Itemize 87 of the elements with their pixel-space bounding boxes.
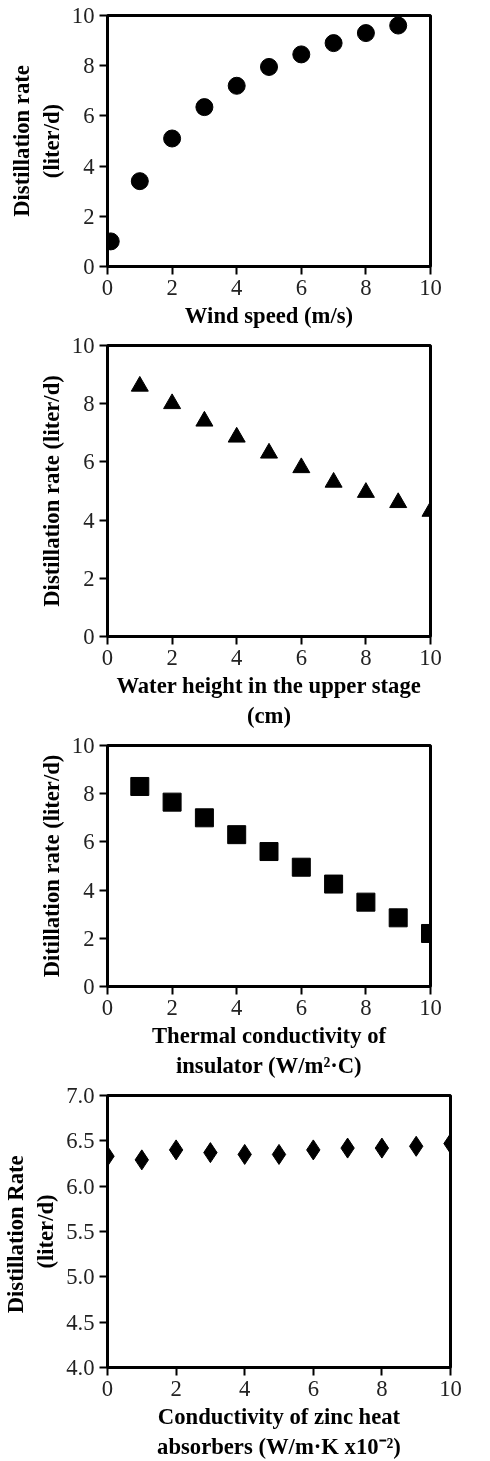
point bbox=[260, 57, 278, 76]
y-tick-label: 4 bbox=[83, 507, 95, 533]
point bbox=[130, 172, 149, 191]
point bbox=[324, 471, 343, 488]
point bbox=[324, 34, 343, 53]
point bbox=[227, 426, 246, 443]
y-tick-label: 0 bbox=[83, 624, 95, 649]
y-tick-label: 6.5 bbox=[66, 1128, 95, 1154]
x-tick-label: 2 bbox=[166, 274, 178, 300]
y-axis-title: Distillation rate (liter/d) bbox=[8, 65, 64, 217]
x-tick-label: 8 bbox=[360, 994, 372, 1020]
y-tick-label: 4.0 bbox=[66, 1355, 95, 1380]
y-tick-label: 10 bbox=[71, 3, 95, 28]
x-tick-label: 8 bbox=[360, 644, 372, 670]
point bbox=[195, 410, 214, 427]
point bbox=[163, 129, 182, 148]
point bbox=[356, 482, 375, 498]
y-tick-label: 6 bbox=[83, 449, 95, 475]
x-tick-label: 6 bbox=[295, 274, 307, 300]
y-tick-label: 6 bbox=[83, 103, 95, 129]
x-tick-label: 10 bbox=[439, 1375, 462, 1401]
y-tick-label: 4 bbox=[83, 153, 95, 179]
point bbox=[292, 45, 311, 64]
y-axis-title: Ditillation rate (liter/d) bbox=[38, 754, 64, 978]
x-tick-label: 4 bbox=[239, 1375, 251, 1401]
y-tick-label: 10 bbox=[71, 333, 95, 358]
x-tick-label: 6 bbox=[307, 1375, 319, 1401]
y-tick-label: 6 bbox=[83, 829, 95, 855]
y-tick-label: 8 bbox=[83, 391, 95, 417]
y-tick-label: 4.5 bbox=[66, 1309, 95, 1335]
point bbox=[291, 857, 311, 877]
point bbox=[130, 375, 149, 392]
x-tick-label: 6 bbox=[295, 644, 307, 670]
point bbox=[162, 792, 182, 812]
y-tick-label: 6.0 bbox=[66, 1173, 95, 1199]
y-tick-label: 4 bbox=[83, 877, 95, 903]
x-tick-label: 2 bbox=[170, 1375, 182, 1401]
point bbox=[356, 892, 376, 912]
x-axis-title: Thermal conductivity of insulator (W/m²·C) bbox=[151, 1022, 387, 1078]
x-tick-label: 4 bbox=[231, 274, 243, 300]
y-axis-title: Distillation Rate (liter/d) bbox=[3, 1155, 59, 1314]
point bbox=[163, 393, 182, 410]
x-tick-label: 0 bbox=[101, 1375, 114, 1401]
point bbox=[271, 1143, 287, 1165]
point bbox=[195, 98, 214, 117]
point bbox=[388, 908, 408, 928]
x-axis-title: Water height in the upper stage (cm) bbox=[116, 672, 421, 728]
x-tick-label: 8 bbox=[376, 1375, 388, 1401]
point bbox=[389, 492, 408, 509]
x-tick-label: 4 bbox=[231, 644, 243, 670]
y-tick-label: 2 bbox=[83, 925, 95, 951]
y-tick-label: 2 bbox=[83, 203, 95, 229]
point bbox=[130, 776, 150, 796]
y-tick-label: 2 bbox=[83, 565, 95, 591]
point bbox=[374, 1137, 390, 1159]
y-tick-label: 0 bbox=[83, 974, 95, 999]
point bbox=[389, 16, 408, 35]
y-tick-label: 5.5 bbox=[66, 1219, 95, 1244]
point bbox=[324, 874, 344, 894]
x-tick-label: 0 bbox=[101, 994, 114, 1020]
y-tick-label: 8 bbox=[83, 781, 95, 807]
y-tick-label: 8 bbox=[83, 53, 95, 79]
y-tick-label: 5.0 bbox=[66, 1264, 95, 1290]
point bbox=[168, 1139, 184, 1161]
x-tick-label: 4 bbox=[231, 994, 243, 1020]
point bbox=[260, 442, 278, 459]
y-tick-label: 10 bbox=[71, 733, 95, 758]
y-tick-label: 0 bbox=[83, 254, 95, 279]
x-tick-label: 2 bbox=[166, 644, 178, 670]
point bbox=[292, 457, 311, 474]
x-tick-label: 10 bbox=[419, 644, 442, 670]
point bbox=[227, 825, 247, 845]
x-tick-label: 10 bbox=[419, 994, 442, 1020]
y-axis-title: Distillation rate (liter/d) bbox=[38, 375, 64, 607]
x-tick-label: 10 bbox=[419, 274, 442, 300]
x-axis-title: Wind speed (m/s) bbox=[184, 302, 354, 328]
x-tick-label: 2 bbox=[166, 994, 178, 1020]
x-tick-label: 6 bbox=[295, 994, 307, 1020]
point bbox=[356, 24, 375, 43]
x-tick-label: 0 bbox=[101, 274, 114, 300]
y-tick-label: 7.0 bbox=[66, 1083, 95, 1108]
point bbox=[259, 842, 279, 862]
point bbox=[194, 808, 214, 828]
point bbox=[227, 76, 246, 95]
x-tick-label: 0 bbox=[101, 644, 114, 670]
x-axis-title: Conductivity of zinc heat absorbers (W/m·K x10⁻²) bbox=[157, 1403, 401, 1459]
x-tick-label: 8 bbox=[360, 274, 372, 300]
